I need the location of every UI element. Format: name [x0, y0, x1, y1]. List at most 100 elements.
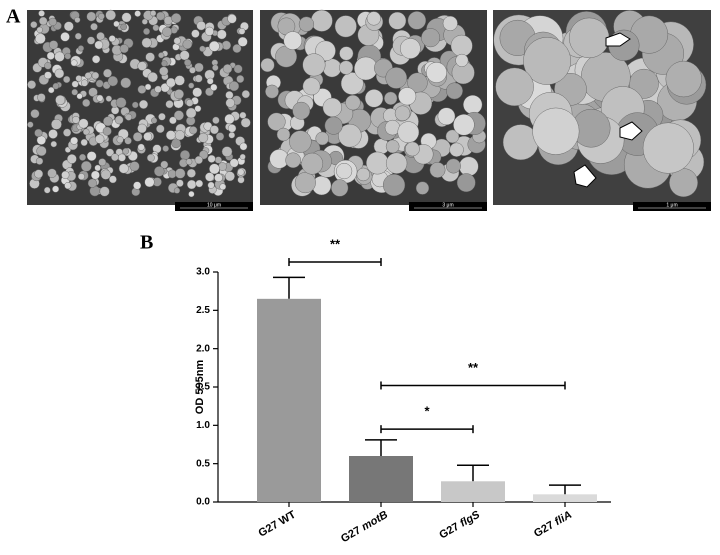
- cell: [137, 61, 147, 71]
- cell: [298, 16, 315, 32]
- cell: [285, 152, 301, 169]
- cell: [94, 40, 104, 50]
- cell: [463, 95, 483, 115]
- cell: [158, 112, 166, 121]
- cell: [35, 157, 44, 165]
- cell: [92, 55, 101, 64]
- cell: [267, 112, 286, 131]
- cell: [162, 145, 169, 152]
- cell: [394, 105, 411, 122]
- cell: [156, 124, 165, 134]
- cell: [665, 60, 702, 98]
- cell: [103, 116, 113, 127]
- panel-label: A: [6, 6, 21, 28]
- cell: [141, 18, 148, 25]
- cell: [219, 183, 227, 191]
- cell: [108, 35, 116, 43]
- arrow: [605, 32, 631, 47]
- cell: [453, 114, 475, 136]
- cell: [76, 93, 83, 100]
- cell: [154, 85, 162, 93]
- cell: [442, 15, 458, 31]
- scale-box: [175, 202, 253, 211]
- cell: [224, 113, 235, 125]
- cell: [456, 173, 476, 193]
- cell: [450, 34, 473, 57]
- cell: [292, 101, 311, 120]
- cell: [36, 145, 47, 157]
- cell: [209, 125, 219, 135]
- y-axis-label: OD 595nm: [194, 360, 206, 415]
- cell: [241, 90, 250, 99]
- cell: [194, 62, 204, 73]
- cell: [232, 44, 242, 53]
- cell: [82, 128, 90, 136]
- cell: [174, 75, 185, 86]
- cell: [166, 77, 176, 88]
- cell: [139, 99, 149, 109]
- cell: [523, 37, 571, 85]
- cell: [39, 16, 48, 26]
- cell: [146, 153, 155, 162]
- cell: [339, 46, 354, 61]
- arrows: [573, 32, 643, 188]
- y-tick-label: 2.5: [196, 305, 210, 316]
- cell: [78, 118, 89, 129]
- chart: 0.0 0.5 1.0 1.5 2.0 2.5 3.0 G27 WT G27 motB G27 f…: [196, 236, 611, 545]
- cell: [294, 172, 316, 194]
- cell: [131, 101, 139, 109]
- cell: [162, 26, 173, 37]
- significance-label: **: [468, 360, 479, 375]
- cell: [55, 95, 66, 105]
- cell: [169, 116, 177, 125]
- cell: [224, 171, 235, 182]
- cell: [54, 68, 65, 79]
- cell: [30, 21, 38, 29]
- cell: [71, 88, 78, 96]
- cell: [173, 110, 184, 121]
- cell: [124, 137, 132, 145]
- cell: [260, 58, 275, 73]
- cell: [385, 139, 400, 154]
- cell: [90, 170, 100, 180]
- cell: [159, 66, 169, 76]
- arrow: [573, 164, 597, 188]
- cell: [117, 153, 126, 162]
- cell: [36, 26, 43, 34]
- scale-label: 1 μm: [666, 202, 677, 208]
- bar: [257, 298, 321, 502]
- cell: [185, 107, 197, 119]
- scale-bars: 10 μm 3 μm 1 μm: [175, 202, 711, 211]
- cell: [384, 91, 398, 105]
- cell: [233, 64, 243, 74]
- cell: [446, 158, 461, 174]
- cell: [229, 81, 240, 92]
- cell: [100, 169, 111, 180]
- cell: [186, 179, 197, 190]
- cell: [385, 152, 408, 174]
- cell: [239, 142, 248, 151]
- cell: [121, 12, 132, 23]
- cell: [210, 83, 218, 91]
- cell: [354, 56, 378, 81]
- cell: [239, 111, 247, 119]
- cell: [208, 40, 220, 52]
- cell: [34, 128, 43, 138]
- cell: [119, 44, 129, 54]
- cell: [184, 59, 192, 67]
- cell: [388, 11, 407, 30]
- cell: [179, 150, 190, 161]
- cell: [94, 164, 101, 172]
- cell: [532, 107, 580, 155]
- cell: [188, 82, 195, 89]
- cell: [80, 79, 89, 87]
- cell: [237, 176, 245, 184]
- cell: [30, 109, 40, 119]
- cell: [91, 71, 100, 80]
- cell: [63, 21, 74, 32]
- cell: [171, 138, 181, 149]
- cell: [144, 83, 152, 91]
- cell: [182, 39, 193, 50]
- cell: [214, 173, 223, 183]
- cell: [95, 79, 104, 88]
